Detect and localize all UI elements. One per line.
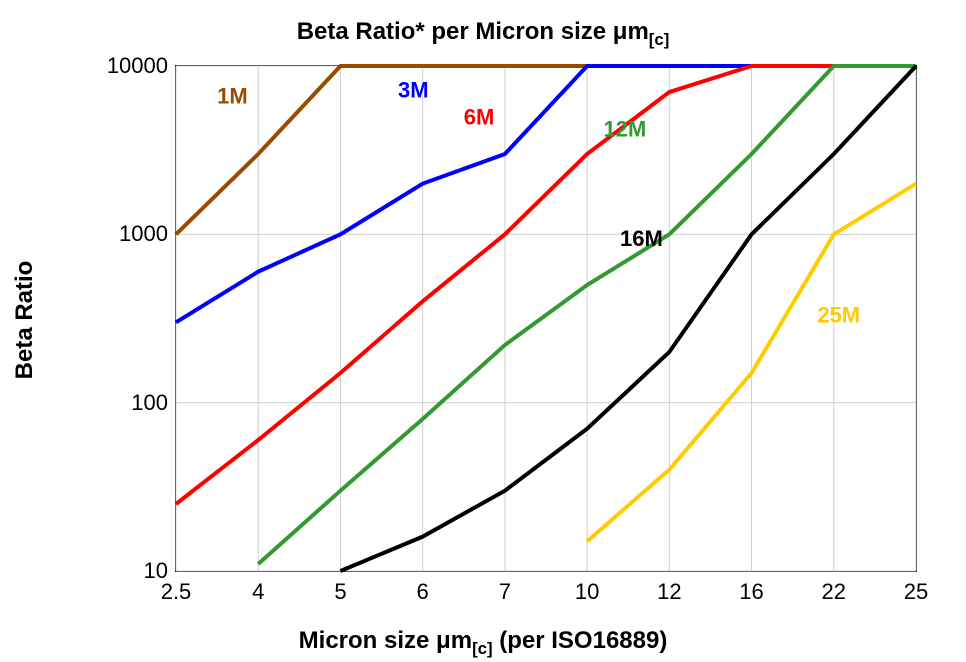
plot-area: 1M3M6M12M16M25M 101001000100002.54567101… <box>175 65 917 572</box>
x-tick-label: 22 <box>822 579 846 605</box>
x-tick-label: 7 <box>499 579 511 605</box>
x-tick-label: 2.5 <box>161 579 192 605</box>
x-tick-label: 12 <box>657 579 681 605</box>
series-label-16M: 16M <box>620 226 663 251</box>
x-tick-label: 4 <box>252 579 264 605</box>
chart-title: Beta Ratio* per Micron size μm[c] <box>0 18 966 50</box>
series-label-12M: 12M <box>604 117 647 142</box>
x-tick-label: 10 <box>575 579 599 605</box>
x-tick-label: 6 <box>417 579 429 605</box>
y-tick-label: 1000 <box>119 221 168 247</box>
x-axis-label: Micron size μm[c] (per ISO16889) <box>0 627 966 659</box>
series-label-6M: 6M <box>464 104 495 129</box>
series-1M <box>176 66 916 234</box>
x-tick-label: 25 <box>904 579 928 605</box>
y-axis-label: Beta Ratio <box>11 261 39 380</box>
series-label-1M: 1M <box>217 83 248 108</box>
series-group <box>176 66 916 571</box>
series-label-3M: 3M <box>398 77 429 102</box>
series-label-25M: 25M <box>817 302 860 327</box>
y-tick-label: 10000 <box>107 53 168 79</box>
x-tick-label: 5 <box>334 579 346 605</box>
gridlines <box>176 66 916 571</box>
x-tick-label: 16 <box>739 579 763 605</box>
y-tick-label: 100 <box>131 390 168 416</box>
